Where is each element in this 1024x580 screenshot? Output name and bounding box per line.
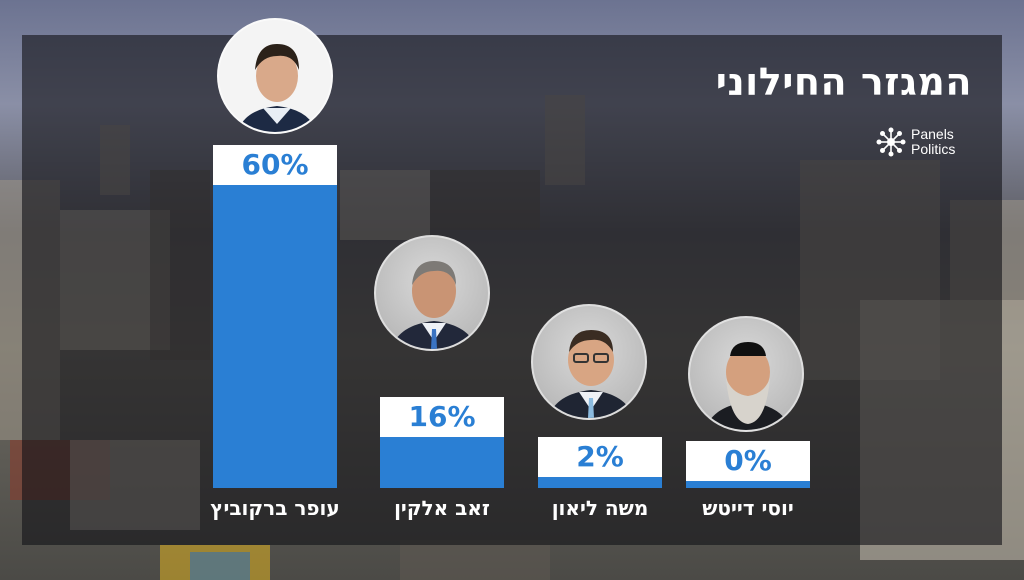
candidate-name-3: משה ליאון [551, 496, 649, 520]
logo-line-2: Politics [911, 141, 956, 157]
person-icon [237, 44, 317, 132]
candidate-photo-4 [688, 316, 804, 432]
chart-panel [22, 35, 1002, 545]
candidate-photo-1 [217, 18, 333, 134]
bar-value-label-4: 0% [686, 441, 810, 481]
page-title: המגזר החילוני [715, 60, 972, 104]
candidate-photo-3 [531, 304, 647, 420]
logo-icon [876, 127, 906, 157]
person-icon [705, 342, 791, 430]
bar-1 [213, 145, 337, 488]
logo-line-1: Panels [911, 126, 954, 142]
bar-value-label-3: 2% [538, 436, 662, 477]
bar-value-label-1: 60% [213, 145, 337, 185]
candidate-name-1: עופר ברקוביץ [210, 496, 340, 520]
panels-politics-logo: Panels Politics [875, 122, 980, 162]
candidate-photo-2 [374, 235, 490, 351]
person-icon [391, 261, 477, 349]
candidate-name-2: זאב אלקין [394, 496, 490, 520]
candidate-name-4: יוסי דייטש [702, 496, 794, 520]
bar-value-label-2: 16% [380, 396, 504, 437]
person-icon [548, 330, 634, 418]
bar-4 [686, 481, 810, 488]
bar-3 [538, 476, 662, 488]
